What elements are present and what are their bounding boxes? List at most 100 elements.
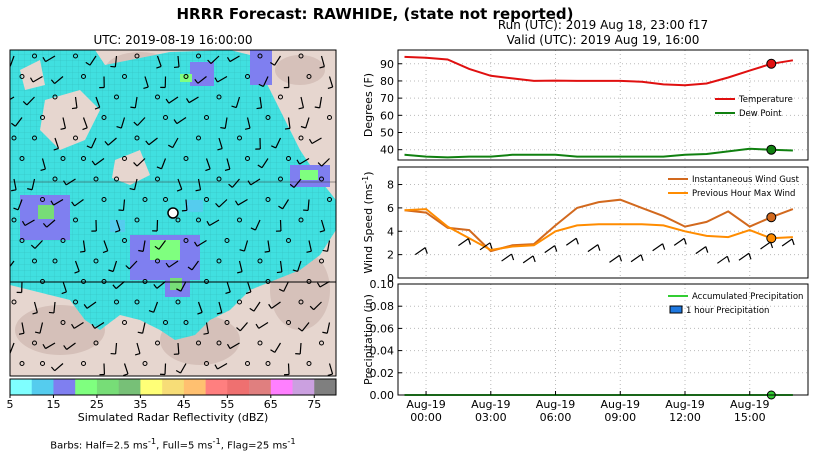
calm-wind-marker xyxy=(286,156,291,161)
y-tick-label: 0.08 xyxy=(370,300,395,313)
calm-wind-marker xyxy=(11,217,17,223)
calm-wind-marker xyxy=(19,238,25,243)
wind-barb-shaft xyxy=(66,342,76,350)
wind-barb-flag xyxy=(300,125,306,129)
wind-barb-shaft xyxy=(21,322,25,334)
calm-wind-marker xyxy=(306,74,312,79)
calm-wind-marker xyxy=(81,361,86,366)
colorbar-swatch xyxy=(53,379,76,395)
wind-barb-flag xyxy=(231,105,237,109)
calm-wind-marker xyxy=(216,94,222,100)
calm-wind-marker xyxy=(257,53,263,59)
wind-barb-flag xyxy=(154,245,160,250)
wind-barb-shaft xyxy=(544,245,556,254)
wind-barb-shaft xyxy=(279,260,283,272)
calm-wind-marker xyxy=(306,361,312,366)
legend-entry: Temperature xyxy=(738,95,793,105)
barbs-unit-exp-1: -1 xyxy=(147,436,157,446)
calm-wind-marker xyxy=(19,74,25,79)
wind-barb-flag xyxy=(18,332,25,335)
x-tick-date: Aug-19 xyxy=(406,398,445,411)
wind-barb-shaft xyxy=(328,76,334,88)
wind-barb-shaft xyxy=(196,239,207,247)
y-tick-label: 0.10 xyxy=(370,278,395,291)
wind-barb-shaft xyxy=(287,363,290,375)
wind-barb-flag xyxy=(467,238,471,245)
wind-barb-shaft xyxy=(17,199,23,211)
wind-barb-shaft xyxy=(188,96,199,104)
calm-wind-marker xyxy=(32,53,37,59)
calm-wind-marker xyxy=(60,156,66,161)
y-tick-label: 90 xyxy=(380,58,394,71)
series-line xyxy=(404,55,794,87)
wind-barb-shaft xyxy=(34,240,43,249)
wind-barb-shaft xyxy=(86,301,97,309)
calm-wind-marker xyxy=(204,361,209,366)
wind-barb-shaft xyxy=(609,254,620,263)
calm-wind-marker xyxy=(175,299,181,305)
wind-barb-shaft xyxy=(31,178,36,190)
colorbar-swatch xyxy=(183,379,206,395)
wind-barb-shaft xyxy=(168,96,179,104)
x-tick-time: 09:00 xyxy=(604,411,636,424)
wind-barb-shaft xyxy=(760,241,771,250)
calm-wind-marker xyxy=(155,176,160,182)
y-tick-label: 2 xyxy=(387,249,394,262)
wind-barb-flag xyxy=(156,65,162,69)
wind-barb-flag xyxy=(50,79,56,84)
colorbar-swatch xyxy=(75,379,98,395)
wind-barb-flag xyxy=(194,79,199,84)
wind-barb-shaft xyxy=(243,240,249,252)
legend-entry: Accumulated Precipitation xyxy=(692,292,803,302)
wind-barb-flag xyxy=(193,241,198,247)
calm-wind-marker xyxy=(306,279,312,284)
colorbar-swatch xyxy=(118,379,141,395)
wind-barb-shaft xyxy=(217,75,228,83)
radar-map xyxy=(10,50,336,376)
calm-wind-marker xyxy=(52,176,58,182)
calm-wind-marker xyxy=(257,258,263,264)
wind-barb-flag xyxy=(185,98,190,104)
wind-barb-flag xyxy=(214,77,218,83)
calm-wind-marker xyxy=(52,94,58,100)
wind-barb-flag xyxy=(40,168,46,172)
wind-barb-shaft xyxy=(26,96,35,106)
wind-barb-flag xyxy=(319,66,325,69)
wind-barb-shaft xyxy=(180,281,187,292)
calm-wind-marker xyxy=(40,115,45,120)
calm-wind-marker xyxy=(327,115,332,120)
y-tick-label: 70 xyxy=(380,92,394,105)
wind-barb-flag xyxy=(226,343,231,349)
calm-wind-marker xyxy=(134,217,140,223)
wind-barb-flag xyxy=(268,303,273,309)
colorbar-swatch xyxy=(10,379,33,395)
wind-barb-flag xyxy=(308,138,313,144)
wind-barb-flag xyxy=(21,220,26,226)
wind-barb-shaft xyxy=(250,178,261,186)
wind-barb-flag xyxy=(247,180,252,186)
calm-wind-marker xyxy=(73,53,78,59)
wind-barb-shaft xyxy=(261,158,269,169)
calm-wind-marker xyxy=(19,156,25,161)
x-tick-date: Aug-19 xyxy=(665,398,704,411)
wind-barb-flag xyxy=(29,77,34,83)
current-value-marker xyxy=(766,233,777,244)
wind-barb-flag xyxy=(726,256,730,263)
wind-barb-shaft xyxy=(673,237,685,246)
y-axis-label: Wind Speed (ms-1) xyxy=(361,171,375,273)
current-value-marker xyxy=(766,58,777,69)
wind-barb-shaft xyxy=(313,301,322,311)
wind-barb-shaft xyxy=(565,237,577,246)
calm-wind-marker xyxy=(245,156,250,161)
reflectivity-cells xyxy=(20,50,330,297)
x-tick-date: Aug-19 xyxy=(536,398,575,411)
wind-barb-shaft xyxy=(177,342,180,355)
wind-barb-flag xyxy=(618,255,623,262)
colorbar: 5 15 25 35 45 55 65 75 xyxy=(7,378,337,411)
barbs-flag-text: , Flag=25 ms xyxy=(220,440,288,452)
wind-barb-flag xyxy=(104,141,109,146)
wind-barb-flag xyxy=(195,189,201,192)
calm-wind-marker xyxy=(286,238,291,243)
wind-barb-shaft xyxy=(45,342,56,350)
dry-patches xyxy=(20,60,150,185)
